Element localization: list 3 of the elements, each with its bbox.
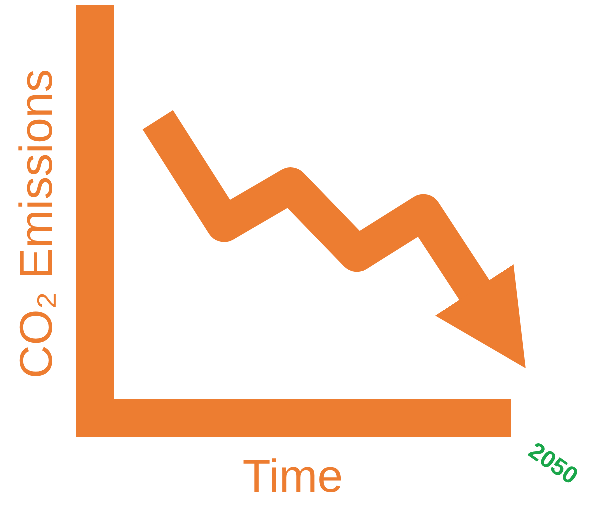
text: 2050	[524, 437, 583, 490]
x-axis-title: Time	[242, 450, 344, 502]
y-axis-title: CO₂ Emissions	[10, 69, 62, 379]
